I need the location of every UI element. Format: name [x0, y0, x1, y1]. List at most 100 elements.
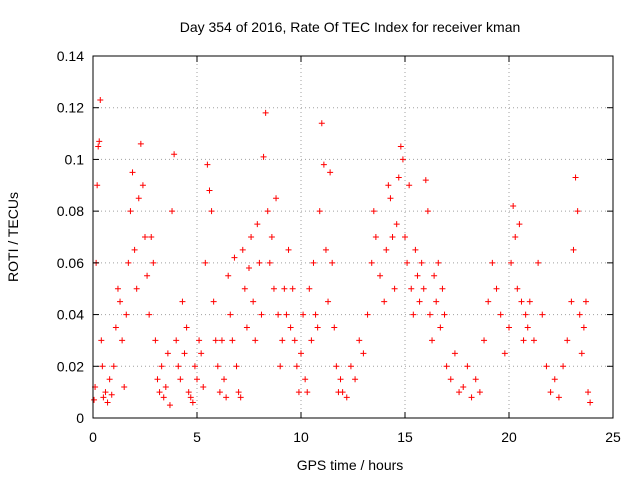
data-point	[252, 337, 259, 344]
data-point	[179, 298, 186, 305]
data-point	[327, 169, 334, 176]
data-point	[489, 259, 496, 266]
data-point	[125, 259, 132, 266]
data-point	[256, 259, 263, 266]
data-point	[464, 363, 471, 370]
data-point	[223, 394, 230, 401]
data-point	[264, 208, 271, 215]
data-point	[196, 337, 203, 344]
data-point	[158, 363, 165, 370]
data-point	[144, 272, 151, 279]
y-axis-label: ROTI / TECUs	[5, 192, 21, 282]
axis-ticks	[92, 55, 614, 419]
data-point	[443, 363, 450, 370]
data-point	[322, 246, 329, 253]
data-point	[539, 311, 546, 318]
data-point	[339, 389, 346, 396]
data-point	[281, 285, 288, 292]
data-point	[96, 138, 103, 145]
data-point	[333, 363, 340, 370]
data-point	[200, 383, 207, 390]
data-point	[250, 298, 257, 305]
data-point	[347, 363, 354, 370]
data-point	[208, 208, 215, 215]
data-point	[456, 389, 463, 396]
data-point	[399, 156, 406, 163]
plot-frame	[92, 55, 614, 419]
data-point	[433, 298, 440, 305]
data-point	[233, 363, 240, 370]
data-point	[576, 311, 583, 318]
data-point	[585, 389, 592, 396]
data-point	[229, 337, 236, 344]
data-point	[306, 285, 313, 292]
data-point	[543, 363, 550, 370]
data-point	[370, 208, 377, 215]
data-point	[404, 259, 411, 266]
data-point	[414, 272, 421, 279]
data-point	[241, 285, 248, 292]
data-point	[524, 324, 531, 331]
data-point	[472, 376, 479, 383]
data-point	[279, 337, 286, 344]
data-point	[289, 285, 296, 292]
data-point	[160, 394, 167, 401]
data-point	[243, 324, 250, 331]
data-point	[239, 246, 246, 253]
data-point	[578, 350, 585, 357]
x-tick-label: 5	[193, 429, 201, 445]
data-point	[406, 182, 413, 189]
data-point	[291, 337, 298, 344]
data-point	[535, 259, 542, 266]
data-point	[587, 399, 594, 406]
data-point	[214, 363, 221, 370]
y-tick-label: 0.08	[57, 203, 84, 219]
data-point	[183, 324, 190, 331]
grid-lines	[93, 56, 613, 418]
data-point	[402, 234, 408, 240]
data-point	[194, 376, 200, 383]
data-point	[356, 337, 363, 344]
data-point	[304, 389, 311, 396]
data-point	[212, 337, 219, 344]
data-point	[177, 376, 184, 383]
data-point	[372, 234, 379, 240]
data-point	[572, 174, 579, 181]
data-point	[225, 272, 232, 279]
data-point	[508, 259, 515, 266]
data-point	[156, 389, 163, 396]
data-point	[383, 246, 390, 253]
data-point	[391, 285, 398, 292]
data-point	[329, 259, 336, 266]
data-point	[310, 259, 317, 266]
data-point	[266, 259, 273, 266]
data-point	[283, 311, 290, 318]
data-point	[387, 195, 394, 202]
data-point	[416, 298, 423, 305]
data-point	[171, 151, 178, 158]
data-point	[258, 311, 265, 318]
data-point	[493, 285, 500, 292]
data-point	[216, 389, 223, 396]
data-point	[468, 394, 475, 401]
y-tick-label: 0.1	[65, 151, 85, 167]
data-point	[164, 350, 171, 357]
x-tick-label: 10	[293, 429, 309, 445]
x-tick-label: 15	[397, 429, 413, 445]
data-point	[485, 298, 492, 305]
data-point	[191, 363, 198, 370]
data-point	[246, 265, 252, 272]
data-point	[530, 337, 537, 344]
data-point	[385, 182, 392, 189]
chart-title: Day 354 of 2016, Rate Of TEC Index for r…	[180, 19, 521, 35]
data-point	[91, 396, 98, 403]
data-point	[481, 337, 488, 344]
data-point	[476, 389, 483, 396]
data-point	[110, 363, 117, 370]
data-point	[104, 399, 111, 406]
data-point	[377, 272, 384, 279]
data-point	[447, 376, 454, 383]
data-point	[121, 383, 128, 390]
data-point	[435, 259, 442, 266]
data-point	[187, 394, 194, 401]
